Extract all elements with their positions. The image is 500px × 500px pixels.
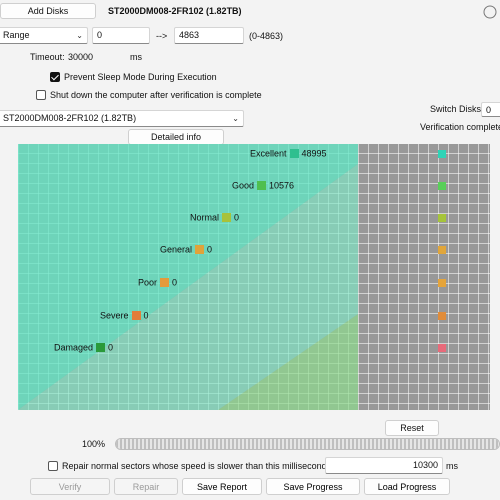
range-mode-select[interactable]: Range ⌄ xyxy=(0,27,88,44)
legend-label: General xyxy=(160,244,193,255)
legend-swatch-poor xyxy=(160,278,170,288)
range-hint: (0-4863) xyxy=(249,31,284,41)
range-start-value: 0 xyxy=(97,30,103,40)
help-icon[interactable] xyxy=(480,4,500,20)
repair-threshold-value: 10300 xyxy=(412,460,438,470)
status-dot-general xyxy=(438,246,446,254)
repair-slow-checkbox[interactable] xyxy=(48,461,58,471)
verify-button[interactable]: Verify xyxy=(30,478,110,495)
progress-fill xyxy=(116,439,499,449)
legend-value: 0 xyxy=(172,277,178,288)
legend-label: Excellent xyxy=(250,148,287,159)
legend-value: 0 xyxy=(234,212,240,223)
status-dot-severe xyxy=(438,312,446,320)
sector-map: Excellent 48995 Good 10576 Normal 0 General… xyxy=(18,144,490,410)
prevent-sleep-checkbox[interactable] xyxy=(50,72,60,82)
switch-disks-label: Switch Disks: xyxy=(430,104,484,114)
status-dot-poor xyxy=(438,279,446,287)
status-text: Verification completed xyxy=(420,122,500,132)
status-dot-damaged xyxy=(438,344,446,352)
disk-title: ST2000DM008-2FR102 (1.82TB) xyxy=(108,6,242,16)
shutdown-label: Shut down the computer after verificatio… xyxy=(50,90,262,100)
legend-value: 10576 xyxy=(269,180,295,191)
range-arrow: --> xyxy=(156,31,168,41)
legend-swatch-damaged xyxy=(96,343,106,353)
legend-excellent: Excellent 48995 xyxy=(250,148,327,160)
status-dot-excellent xyxy=(438,150,446,158)
detailed-info-button[interactable]: Detailed info xyxy=(128,129,224,145)
range-start-input[interactable]: 0 xyxy=(92,27,150,44)
save-progress-button[interactable]: Save Progress xyxy=(266,478,360,495)
load-progress-button[interactable]: Load Progress xyxy=(364,478,450,495)
legend-label: Damaged xyxy=(54,342,94,353)
legend-label: Good xyxy=(232,180,255,191)
timeout-value[interactable]: 30000 xyxy=(68,52,94,62)
chevron-down-icon: ⌄ xyxy=(76,31,83,40)
reset-button[interactable]: Reset xyxy=(385,420,439,436)
legend-severe: Severe 0 xyxy=(100,310,149,322)
legend-value: 0 xyxy=(108,342,114,353)
disk-select-value: ST2000DM008-2FR102 (1.82TB) xyxy=(3,113,137,123)
chevron-down-icon: ⌄ xyxy=(232,114,239,123)
add-disks-button[interactable]: Add Disks xyxy=(0,3,96,19)
legend-swatch-good xyxy=(257,181,267,191)
switch-disks-input[interactable]: 0 xyxy=(481,102,500,117)
range-end-input[interactable]: 4863 xyxy=(174,27,244,44)
range-mode-value: Range xyxy=(3,30,30,40)
legend-label: Normal xyxy=(190,212,220,223)
progress-bar xyxy=(115,438,500,450)
repair-button[interactable]: Repair xyxy=(114,478,178,495)
legend-value: 48995 xyxy=(301,148,327,159)
legend-value: 0 xyxy=(143,310,149,321)
repair-threshold-unit: ms xyxy=(446,461,458,471)
legend-swatch-normal xyxy=(222,213,232,223)
legend-general: General 0 xyxy=(160,244,212,256)
save-report-button[interactable]: Save Report xyxy=(182,478,262,495)
legend-label: Poor xyxy=(138,277,158,288)
timeout-label: Timeout: xyxy=(30,52,65,62)
legend-damaged: Damaged 0 xyxy=(54,342,113,354)
prevent-sleep-label: Prevent Sleep Mode During Execution xyxy=(64,72,217,82)
legend-good: Good 10576 xyxy=(232,180,294,192)
legend-value: 0 xyxy=(207,244,213,255)
switch-disks-value: 0 xyxy=(486,105,492,115)
shutdown-checkbox[interactable] xyxy=(36,90,46,100)
repair-slow-label: Repair normal sectors whose speed is slo… xyxy=(62,461,330,471)
timeout-unit: ms xyxy=(130,52,142,62)
repair-threshold-input[interactable]: 10300 xyxy=(325,457,443,474)
status-dot-normal xyxy=(438,214,446,222)
progress-percent: 100% xyxy=(82,439,106,449)
legend-swatch-severe xyxy=(131,311,141,321)
disk-select[interactable]: ST2000DM008-2FR102 (1.82TB) ⌄ xyxy=(0,110,244,127)
status-dot-good xyxy=(438,182,446,190)
legend-swatch-excellent xyxy=(289,149,299,159)
legend-label: Severe xyxy=(100,310,129,321)
range-end-value: 4863 xyxy=(179,30,200,40)
legend-swatch-general xyxy=(195,245,205,255)
legend-normal: Normal 0 xyxy=(190,212,239,224)
legend-poor: Poor 0 xyxy=(138,277,177,289)
